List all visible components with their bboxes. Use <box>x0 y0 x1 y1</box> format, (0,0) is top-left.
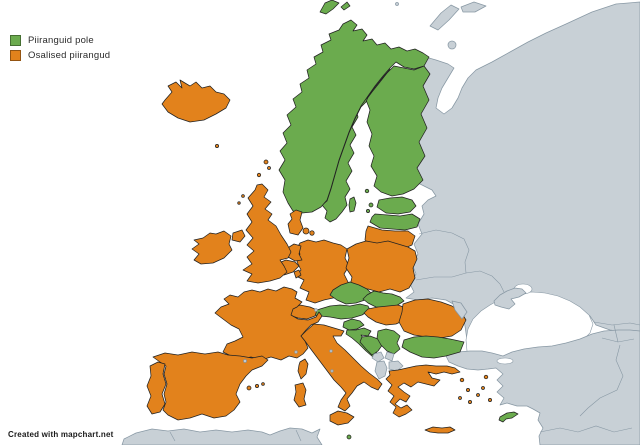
aland-islands[interactable] <box>364 188 370 194</box>
balearic-island-2[interactable] <box>255 384 259 388</box>
country-italy[interactable] <box>300 323 383 412</box>
aegean-island-4[interactable] <box>468 400 472 404</box>
country-north-macedonia[interactable] <box>388 360 404 372</box>
country-iceland[interactable] <box>161 79 231 123</box>
country-finland[interactable] <box>365 65 431 197</box>
country-ireland[interactable] <box>191 230 233 265</box>
map-legend: Piiranguid pole Osalised piirangud <box>10 35 110 61</box>
country-romania[interactable] <box>398 298 467 339</box>
country-moldova[interactable] <box>451 300 468 320</box>
sardinia-island[interactable] <box>293 382 307 408</box>
crete-island[interactable] <box>424 426 456 434</box>
legend-item-partial-restrictions: Osalised piirangud <box>10 50 110 61</box>
aegean-island-3[interactable] <box>458 396 462 400</box>
aegean-island-2[interactable] <box>466 388 470 392</box>
country-estonia[interactable] <box>376 196 417 215</box>
legend-label-no-restrictions: Piiranguid pole <box>28 35 94 46</box>
gotland-island[interactable] <box>348 196 357 213</box>
russian-arctic-islands[interactable] <box>429 1 487 31</box>
country-bosnia[interactable] <box>359 335 384 356</box>
country-slovakia[interactable] <box>362 290 405 309</box>
country-spain[interactable] <box>152 351 269 421</box>
northern-ireland[interactable] <box>231 229 246 243</box>
neutral-internal-borders <box>169 229 640 442</box>
country-denmark[interactable] <box>287 209 304 236</box>
country-slovenia[interactable] <box>342 318 365 331</box>
country-kosovo[interactable] <box>384 351 395 362</box>
mapchart-attribution: Created with mapchart.net <box>8 430 114 439</box>
sicily-island[interactable] <box>329 410 355 426</box>
estonian-island-2[interactable] <box>366 209 370 213</box>
region-north-africa[interactable] <box>121 427 323 445</box>
region-crimea[interactable] <box>493 287 527 310</box>
balearic-island[interactable] <box>246 385 252 391</box>
legend-swatch-orange <box>10 50 21 61</box>
country-bulgaria[interactable] <box>401 335 465 359</box>
country-portugal[interactable] <box>146 361 167 415</box>
balearic-island-3[interactable] <box>261 382 265 386</box>
country-luxembourg[interactable] <box>293 269 302 279</box>
country-san-marino[interactable] <box>329 349 333 353</box>
estonian-island[interactable] <box>368 202 374 208</box>
aegean-island-1[interactable] <box>459 377 465 383</box>
country-latvia[interactable] <box>369 213 421 231</box>
faroe-islands[interactable] <box>215 144 219 148</box>
aegean-island-5[interactable] <box>476 393 480 397</box>
shetland-island-2[interactable] <box>267 166 271 170</box>
country-serbia[interactable] <box>376 328 401 355</box>
orkney-island[interactable] <box>256 172 262 178</box>
hebrides-island[interactable] <box>241 194 245 198</box>
country-netherlands[interactable] <box>285 243 303 262</box>
aegean-island-8[interactable] <box>488 398 492 402</box>
country-cyprus[interactable] <box>498 411 519 423</box>
aegean-island-6[interactable] <box>483 374 489 380</box>
legend-swatch-green <box>10 35 21 46</box>
sea-of-marmara <box>496 357 514 365</box>
country-greece[interactable] <box>385 364 461 418</box>
region-svalbard[interactable] <box>319 0 351 15</box>
country-vatican[interactable] <box>330 369 334 373</box>
country-malta[interactable] <box>346 434 352 440</box>
hebrides-island-2[interactable] <box>237 201 241 205</box>
aegean-island-7[interactable] <box>481 386 485 390</box>
danish-island-2[interactable] <box>309 230 315 236</box>
country-united-kingdom[interactable] <box>242 183 292 284</box>
shetland-island[interactable] <box>263 159 269 165</box>
country-poland[interactable] <box>345 240 418 293</box>
kolguyev-island[interactable] <box>447 40 457 50</box>
country-liechtenstein[interactable] <box>314 308 318 312</box>
corsica-island[interactable] <box>297 358 309 380</box>
franz-josef-island[interactable] <box>395 2 399 6</box>
country-andorra[interactable] <box>243 359 247 363</box>
country-norway[interactable] <box>278 19 430 214</box>
country-france[interactable] <box>214 286 323 361</box>
legend-label-partial-restrictions: Osalised piirangud <box>28 50 111 61</box>
country-albania[interactable] <box>374 360 388 380</box>
country-montenegro[interactable] <box>371 351 385 363</box>
country-monaco[interactable] <box>294 350 298 354</box>
danish-island[interactable] <box>302 227 310 235</box>
legend-item-no-restrictions: Piiranguid pole <box>10 35 110 46</box>
